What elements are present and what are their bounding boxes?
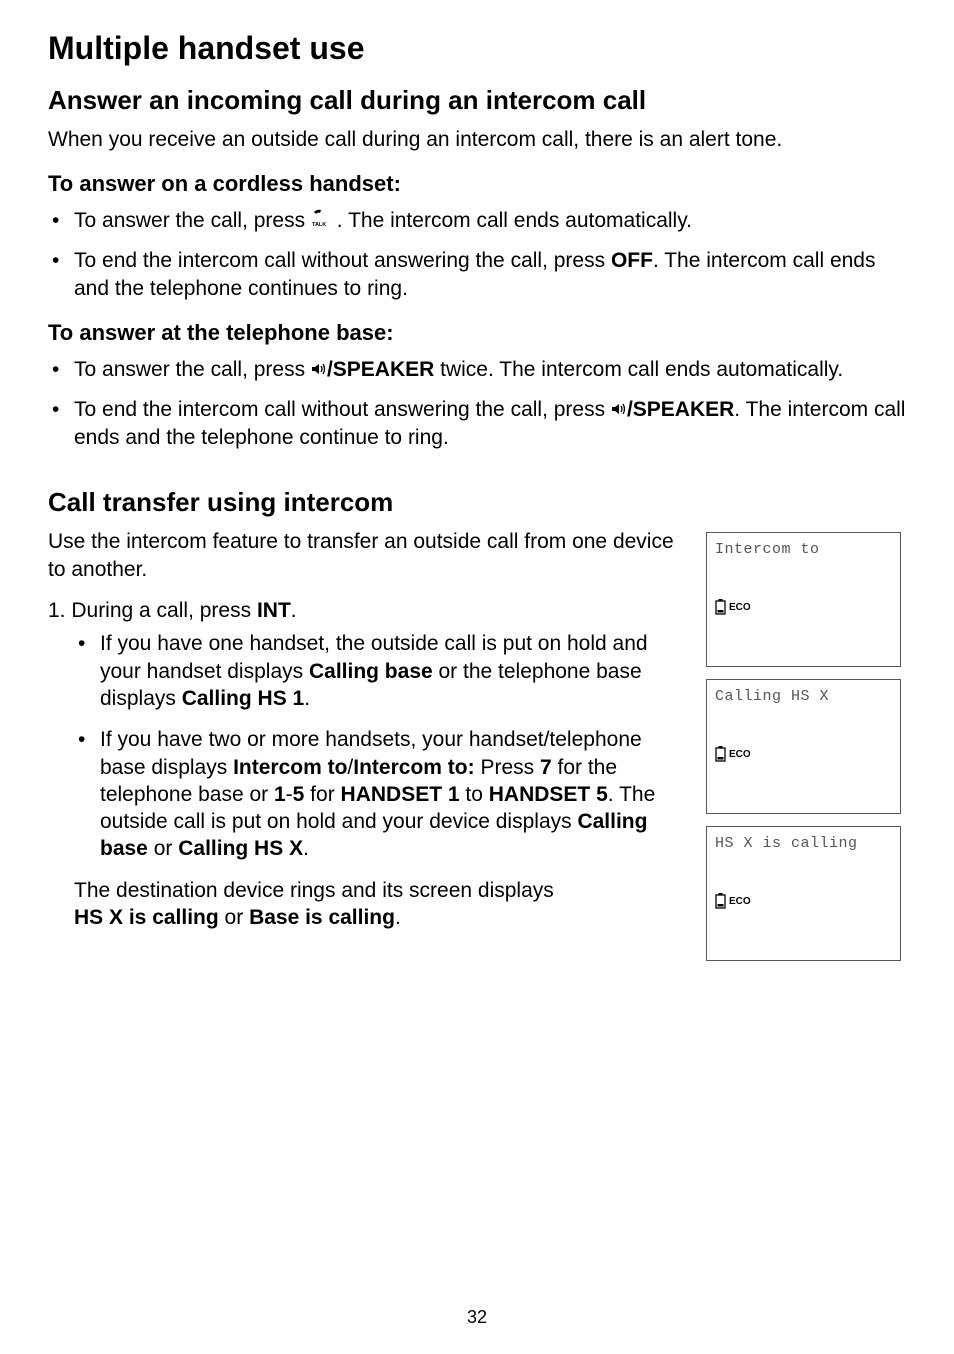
step-item: 1. During a call, press INT. If you have… bbox=[48, 597, 686, 931]
lcd-status-row: ECO bbox=[715, 599, 751, 615]
text-fragment: or bbox=[148, 837, 178, 860]
bold-int: INT bbox=[257, 599, 291, 622]
battery-icon bbox=[715, 893, 726, 909]
text-fragment: for bbox=[304, 783, 340, 806]
bold-speaker: /SPEAKER bbox=[627, 398, 734, 421]
bullet-list: To answer the call, press TALK . The int… bbox=[48, 207, 906, 302]
left-column: Use the intercom feature to transfer an … bbox=[48, 528, 686, 945]
list-item: To end the intercom call without answeri… bbox=[48, 396, 906, 451]
bold-text: HS X is calling bbox=[74, 906, 219, 929]
eco-label: ECO bbox=[729, 749, 751, 760]
section-intro: When you receive an outside call during … bbox=[48, 126, 906, 153]
text-fragment: . bbox=[291, 599, 297, 622]
text-fragment: twice. The intercom call ends automatica… bbox=[434, 358, 843, 381]
text-fragment: . bbox=[303, 837, 309, 860]
text-fragment: - bbox=[286, 783, 293, 806]
lcd-text: Calling HS X bbox=[715, 688, 892, 705]
text-fragment: to bbox=[460, 783, 489, 806]
text-fragment: . bbox=[304, 687, 310, 710]
bold-text: 1 bbox=[274, 783, 286, 806]
eco-label: ECO bbox=[729, 896, 751, 907]
list-item: To end the intercom call without answeri… bbox=[48, 247, 906, 302]
speaker-icon bbox=[311, 356, 327, 383]
text-fragment: The destination device rings and its scr… bbox=[74, 879, 554, 902]
section-intro: Use the intercom feature to transfer an … bbox=[48, 528, 686, 583]
battery-icon bbox=[715, 746, 726, 762]
tail-paragraph: The destination device rings and its scr… bbox=[74, 877, 686, 932]
subheading-cordless: To answer on a cordless handset: bbox=[48, 171, 906, 197]
section-heading-transfer: Call transfer using intercom bbox=[48, 487, 906, 518]
text-fragment: . bbox=[395, 906, 401, 929]
lcd-status-row: ECO bbox=[715, 893, 751, 909]
bold-text: 5 bbox=[293, 783, 305, 806]
bold-text: Base is calling bbox=[249, 906, 395, 929]
lcd-status-row: ECO bbox=[715, 746, 751, 762]
eco-label: ECO bbox=[729, 602, 751, 613]
bold-text: HANDSET 1 bbox=[341, 783, 460, 806]
right-column: Intercom to ECO Calling HS X bbox=[706, 528, 906, 973]
bold-text: HANDSET 5 bbox=[489, 783, 608, 806]
text-fragment: or bbox=[219, 906, 249, 929]
text-fragment: To answer the call, press bbox=[74, 209, 311, 232]
two-column-layout: Use the intercom feature to transfer an … bbox=[48, 528, 906, 973]
text-fragment: . The intercom call ends automatically. bbox=[337, 209, 692, 232]
page-title: Multiple handset use bbox=[48, 30, 906, 67]
lcd-display-3: HS X is calling ECO bbox=[706, 826, 901, 961]
text-fragment: To end the intercom call without answeri… bbox=[74, 398, 611, 421]
text-fragment: To answer the call, press bbox=[74, 358, 311, 381]
ordered-steps: 1. During a call, press INT. If you have… bbox=[48, 597, 686, 931]
bold-text: Intercom to bbox=[233, 756, 347, 779]
bold-text: Calling HS X bbox=[178, 837, 303, 860]
subheading-base: To answer at the telephone base: bbox=[48, 320, 906, 346]
text-fragment: Press bbox=[475, 756, 540, 779]
bold-off: OFF bbox=[611, 249, 653, 272]
page: Multiple handset use Answer an incoming … bbox=[0, 0, 954, 1354]
speaker-icon bbox=[611, 396, 627, 423]
lcd-text: Intercom to bbox=[715, 541, 892, 558]
talk-icon: TALK bbox=[311, 207, 331, 234]
list-item: To answer the call, press TALK . The int… bbox=[48, 207, 906, 235]
battery-icon bbox=[715, 599, 726, 615]
bold-text: Intercom to: bbox=[353, 756, 474, 779]
page-number: 32 bbox=[0, 1307, 954, 1328]
bold-text: 7 bbox=[540, 756, 552, 779]
talk-label: TALK bbox=[312, 222, 326, 227]
lcd-display-2: Calling HS X ECO bbox=[706, 679, 901, 814]
lcd-text: HS X is calling bbox=[715, 835, 892, 852]
list-item: If you have one handset, the outside cal… bbox=[74, 630, 686, 712]
lcd-display-1: Intercom to ECO bbox=[706, 532, 901, 667]
section-heading-answer: Answer an incoming call during an interc… bbox=[48, 85, 906, 116]
list-item: To answer the call, press /SPEAKER twice… bbox=[48, 356, 906, 384]
sub-bullet-list: If you have one handset, the outside cal… bbox=[74, 630, 686, 862]
text-fragment: To end the intercom call without answeri… bbox=[74, 249, 611, 272]
bold-text: Calling base bbox=[309, 660, 433, 683]
text-fragment: 1. During a call, press bbox=[48, 599, 257, 622]
bullet-list: To answer the call, press /SPEAKER twice… bbox=[48, 356, 906, 451]
list-item: If you have two or more handsets, your h… bbox=[74, 726, 686, 862]
bold-text: Calling HS 1 bbox=[182, 687, 305, 710]
bold-speaker: /SPEAKER bbox=[327, 358, 434, 381]
